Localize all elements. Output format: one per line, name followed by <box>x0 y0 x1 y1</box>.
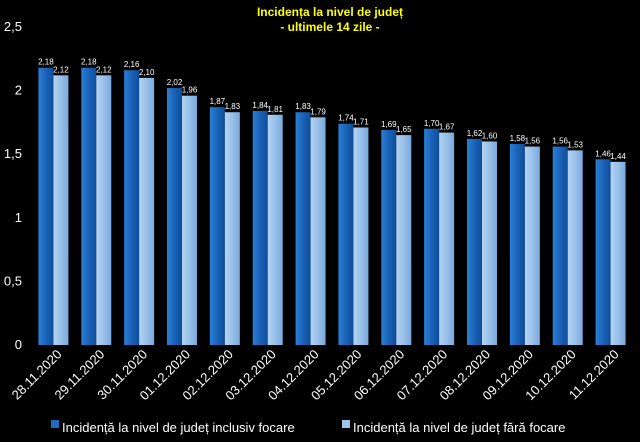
bar-series-1-08.12.2020 <box>467 138 482 345</box>
bar-series-1-11.12.2020 <box>595 159 611 345</box>
data-label-series-1: 1,58 <box>510 134 526 143</box>
data-label-series-2: 1,53 <box>567 140 583 149</box>
chart-title: Incidența la nivel de județ <box>257 5 403 19</box>
data-label-series-1: 2,18 <box>38 58 54 67</box>
legend-swatch-series-2 <box>342 420 350 428</box>
data-label-series-1: 1,84 <box>252 101 268 110</box>
bar-series-2-07.12.2020 <box>439 132 455 345</box>
bar-series-2-01.12.2020 <box>182 95 197 345</box>
bar-series-1-01.12.2020 <box>167 88 182 345</box>
bar-series-1-09.12.2020 <box>509 144 525 345</box>
bar-series-2-09.12.2020 <box>524 146 540 345</box>
y-tick-label: 0,5 <box>4 273 22 288</box>
data-label-series-1: 1,83 <box>295 102 311 111</box>
legend-label-series-2: Incidență la nivel de județ fără focare <box>353 420 565 435</box>
data-label-series-2: 2,12 <box>53 65 69 74</box>
bars-group <box>38 67 626 346</box>
y-tick-label: 1 <box>15 210 22 225</box>
legend-swatch-series-1 <box>51 420 59 428</box>
bar-series-2-29.11.2020 <box>96 75 112 345</box>
data-labels-group: 2,182,122,182,122,162,102,021,961,871,83… <box>38 58 626 161</box>
bar-series-2-08.12.2020 <box>482 141 497 345</box>
data-label-series-1: 2,02 <box>167 78 183 87</box>
data-label-series-2: 1,60 <box>482 131 498 140</box>
bar-series-1-02.12.2020 <box>209 107 225 345</box>
data-label-series-1: 1,87 <box>210 97 226 106</box>
data-label-series-1: 1,70 <box>424 119 440 128</box>
y-tick-label: 2 <box>15 83 22 98</box>
data-label-series-1: 2,18 <box>81 58 97 67</box>
data-label-series-1: 1,46 <box>595 149 611 158</box>
y-tick-label: 1,5 <box>4 146 22 161</box>
bar-series-2-10.12.2020 <box>567 150 583 345</box>
data-label-series-2: 1,81 <box>267 105 283 114</box>
data-label-series-2: 1,44 <box>610 152 626 161</box>
data-label-series-2: 1,96 <box>182 86 198 95</box>
chart-subtitle: - ultimele 14 zile - <box>280 20 379 34</box>
bar-series-1-04.12.2020 <box>295 112 311 345</box>
legend-label-series-1: Incidență la nivel de județ inclusiv foc… <box>62 420 295 435</box>
bar-series-1-07.12.2020 <box>424 128 440 345</box>
bar-series-1-29.11.2020 <box>81 67 97 345</box>
bar-series-1-05.12.2020 <box>338 123 354 345</box>
bar-series-2-04.12.2020 <box>310 117 326 345</box>
legend: Incidență la nivel de județ inclusiv foc… <box>51 420 565 435</box>
bar-series-2-11.12.2020 <box>610 161 626 345</box>
data-label-series-2: 1,79 <box>310 107 326 116</box>
data-label-series-2: 1,67 <box>439 123 455 132</box>
bar-series-1-28.11.2020 <box>38 67 54 345</box>
bar-series-2-02.12.2020 <box>224 112 240 345</box>
data-label-series-1: 1,62 <box>467 129 483 138</box>
y-axis: 0 0,5 1 1,5 2 2,5 <box>4 19 22 352</box>
data-label-series-2: 1,56 <box>525 137 541 146</box>
data-label-series-1: 1,56 <box>552 137 568 146</box>
x-axis: 28.11.202029.11.202030.11.202001.12.2020… <box>9 347 622 404</box>
data-label-series-2: 2,12 <box>96 65 112 74</box>
data-label-series-1: 1,74 <box>338 114 354 123</box>
data-label-series-1: 1,69 <box>381 120 397 129</box>
data-label-series-2: 2,10 <box>139 68 155 77</box>
data-label-series-1: 2,16 <box>124 60 140 69</box>
bar-series-2-28.11.2020 <box>53 75 69 345</box>
bar-series-2-05.12.2020 <box>353 127 369 345</box>
y-tick-label: 0 <box>15 337 22 352</box>
bar-series-2-30.11.2020 <box>139 77 155 345</box>
bar-series-1-03.12.2020 <box>252 110 268 346</box>
data-label-series-2: 1,83 <box>225 102 241 111</box>
bar-series-1-30.11.2020 <box>124 70 140 346</box>
data-label-series-2: 1,71 <box>353 117 369 126</box>
y-tick-label: 2,5 <box>4 19 22 34</box>
bar-series-1-10.12.2020 <box>552 146 568 345</box>
data-label-series-2: 1,65 <box>396 125 412 134</box>
bar-series-1-06.12.2020 <box>381 130 397 345</box>
bar-series-2-06.12.2020 <box>396 135 412 345</box>
bar-series-2-03.12.2020 <box>267 114 283 345</box>
